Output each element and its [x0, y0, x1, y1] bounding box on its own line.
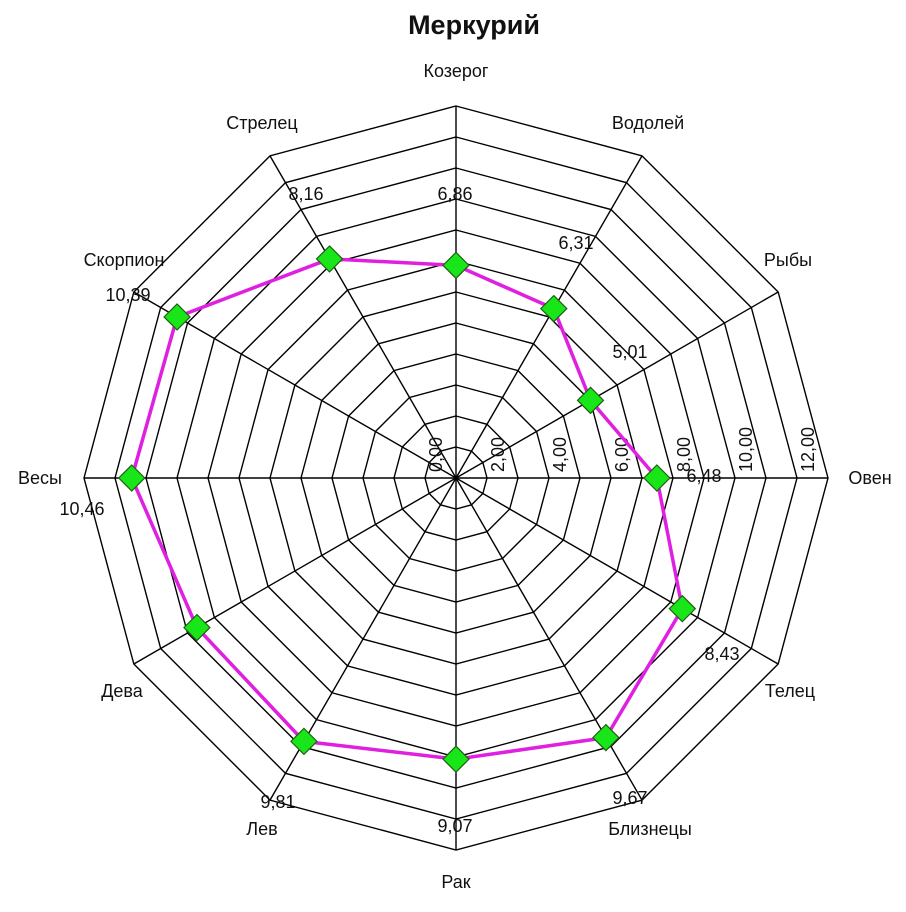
data-point	[315, 245, 344, 273]
tick-label: 10,00	[736, 427, 756, 472]
grid-spoke	[455, 477, 643, 801]
data-label: 10,39	[105, 285, 150, 305]
category-label: Близнецы	[608, 819, 692, 839]
data-label: 10,46	[59, 499, 104, 519]
data-point	[442, 745, 470, 774]
data-label: 6,31	[558, 233, 593, 253]
tick-label: 12,00	[798, 427, 818, 472]
data-label: 6,48	[686, 466, 721, 486]
grid-spoke	[269, 477, 457, 801]
radial-ticks: 0,00 2,00 4,00 6,00 8,00 10,00 12,00	[426, 427, 818, 472]
category-label: Рыбы	[764, 250, 812, 270]
data-point	[290, 727, 318, 756]
data-point	[117, 464, 146, 492]
grid-spoke	[133, 477, 457, 665]
category-label: Козерог	[424, 61, 489, 81]
data-point	[668, 594, 697, 623]
data-label: 6,86	[437, 184, 472, 204]
grid-spoke	[455, 477, 779, 665]
series-line	[129, 257, 685, 761]
category-label: Скорпион	[84, 250, 165, 270]
category-label: Овен	[848, 468, 891, 488]
tick-label: 6,00	[612, 437, 632, 472]
data-label: 9,81	[260, 792, 295, 812]
category-label: Стрелец	[226, 113, 298, 133]
data-point	[576, 386, 605, 415]
category-label: Весы	[18, 468, 62, 488]
data-point	[643, 464, 671, 492]
tick-label: 0,00	[426, 437, 446, 472]
grid-spoke	[455, 291, 779, 479]
category-label: Телец	[765, 681, 815, 701]
chart-title: Меркурий	[408, 10, 540, 40]
data-label: 8,16	[288, 184, 323, 204]
category-label: Рак	[441, 872, 470, 892]
labels: Козерог Водолей Рыбы Овен Телец Близнецы Рак Ле…	[18, 61, 892, 892]
data-label: 9,07	[437, 816, 472, 836]
tick-label: 8,00	[674, 437, 694, 472]
category-label: Дева	[101, 681, 144, 701]
data-point	[592, 723, 620, 752]
grid-spoke	[269, 155, 457, 479]
grid-spoke	[133, 291, 457, 479]
category-label: Водолей	[612, 113, 684, 133]
data-point	[183, 613, 211, 642]
tick-label: 4,00	[550, 437, 570, 472]
data-label: 8,43	[704, 644, 739, 664]
data-label: 9,67	[612, 788, 647, 808]
data-point	[442, 251, 470, 280]
tick-label: 2,00	[488, 437, 508, 472]
category-label: Лев	[246, 819, 277, 839]
data-point	[163, 303, 191, 331]
data-point	[539, 294, 568, 323]
series	[117, 245, 697, 774]
data-label: 5,01	[612, 342, 647, 362]
